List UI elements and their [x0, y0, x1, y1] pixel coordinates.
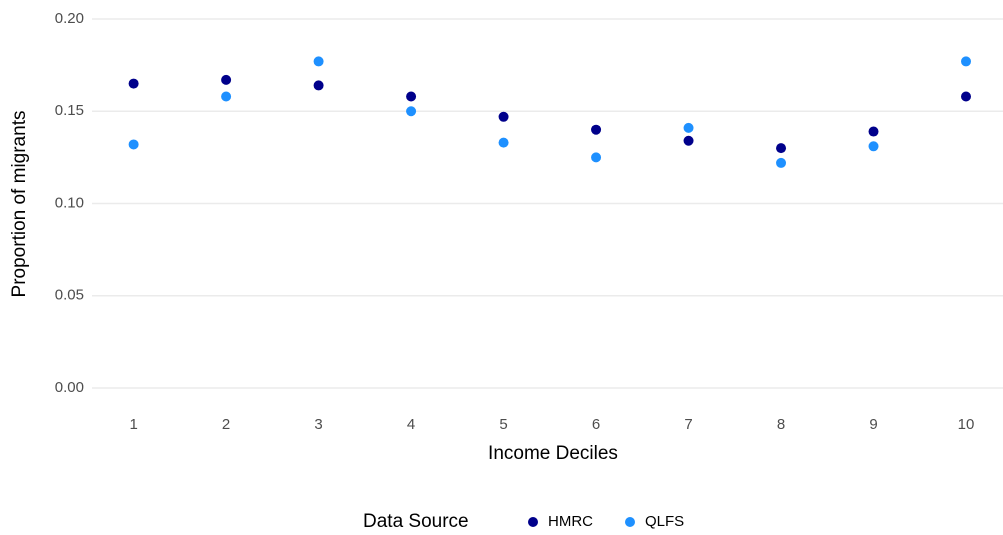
point: [221, 91, 232, 102]
point: [406, 106, 417, 117]
x-tick-label: 9: [869, 416, 877, 433]
y-tick-label: 0.05: [55, 287, 84, 304]
point: [498, 137, 509, 148]
x-tick-label: 2: [222, 416, 230, 433]
point: [591, 124, 602, 135]
x-tick-label: 7: [684, 416, 692, 433]
y-tick-label: 0.15: [55, 102, 84, 119]
point: [313, 56, 324, 67]
x-tick-label: 8: [777, 416, 785, 433]
point: [498, 111, 509, 122]
x-tick-label: 6: [592, 416, 600, 433]
point: [313, 80, 324, 91]
y-tick-label: 0.10: [55, 194, 84, 211]
y-tick-label: 0.00: [55, 379, 84, 396]
x-tick-label: 3: [314, 416, 322, 433]
legend-title: Data Source: [363, 511, 469, 532]
x-axis-title: Income Deciles: [488, 443, 618, 464]
point: [406, 91, 417, 102]
point: [221, 74, 232, 85]
point: [776, 157, 787, 168]
x-tick-label: 1: [129, 416, 137, 433]
point: [683, 122, 694, 133]
x-tick-label: 10: [958, 416, 975, 433]
point: [776, 143, 787, 154]
point: [961, 91, 972, 102]
y-tick-label: 0.20: [55, 10, 84, 27]
point: [868, 141, 879, 152]
point: [683, 135, 694, 146]
point: [591, 152, 602, 163]
legend-label: QLFS: [645, 513, 684, 530]
point: [961, 56, 972, 67]
point: [128, 78, 139, 89]
legend-marker: [625, 517, 635, 527]
legend-marker: [528, 517, 538, 527]
x-tick-label: 5: [499, 416, 507, 433]
point: [868, 126, 879, 137]
point: [128, 139, 139, 150]
legend-label: HMRC: [548, 513, 593, 530]
y-axis-title: Proportion of migrants: [9, 111, 30, 298]
x-tick-label: 4: [407, 416, 415, 433]
